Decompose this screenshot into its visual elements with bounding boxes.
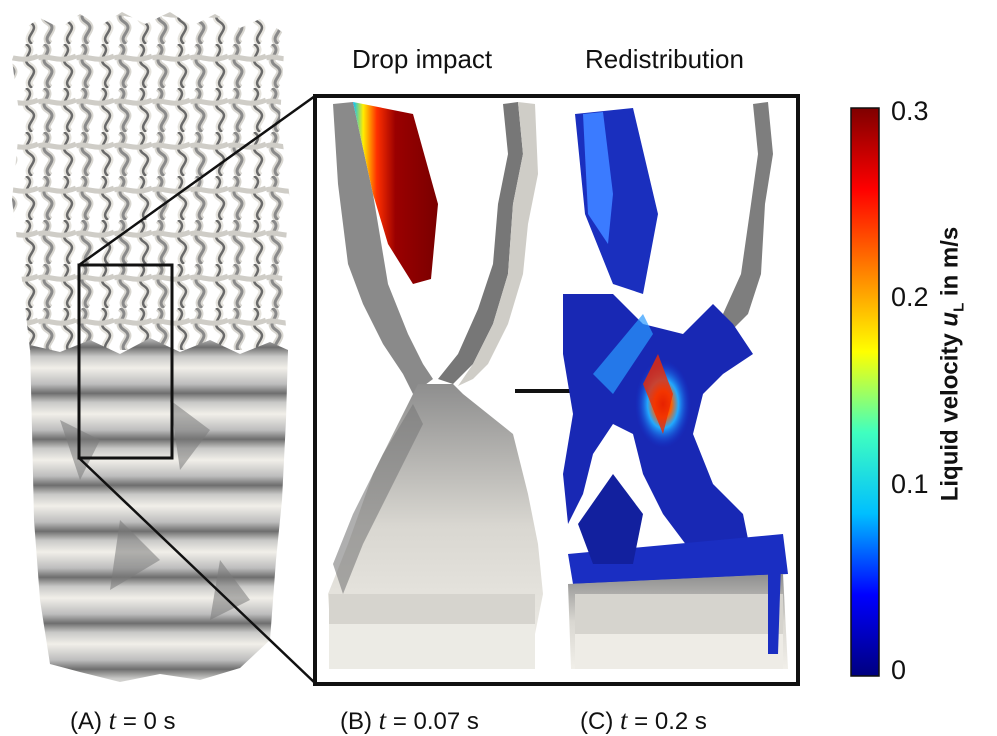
- panel-title-drop-impact: Drop impact: [352, 44, 493, 74]
- caption-a-prefix: (A): [70, 708, 102, 735]
- panel-title-redistribution: Redistribution: [585, 44, 744, 74]
- colorbar-label-sub: L: [950, 302, 968, 312]
- colorbar-label: Liquid velocity uL in m/s: [937, 227, 968, 502]
- caption-a-rest: = 0 s: [116, 708, 176, 735]
- colorbar-tick-0-2: 0.2: [891, 282, 929, 312]
- panel-c-geometry: [563, 102, 788, 669]
- caption-b-rest: = 0.07 s: [386, 708, 479, 735]
- caption-b-prefix: (B): [340, 708, 372, 735]
- colorbar-tick-0-3: 0.3: [891, 96, 929, 126]
- colorbar-tick-0-1: 0.1: [891, 469, 929, 499]
- caption-c-var: t: [620, 705, 628, 735]
- caption-c-prefix: (C): [580, 708, 614, 735]
- colorbar-label-prefix: Liquid velocity: [936, 326, 964, 502]
- caption-c: (C) t = 0.2 s: [580, 705, 707, 736]
- colorbar-label-suffix: in m/s: [936, 226, 964, 303]
- caption-b: (B) t = 0.07 s: [340, 705, 479, 736]
- caption-b-var: t: [378, 705, 387, 735]
- caption-c-rest: = 0.2 s: [627, 708, 707, 735]
- zoom-frame: [313, 94, 800, 686]
- colorbar-tick-0: 0: [891, 655, 907, 685]
- panel-b-geometry: [328, 102, 543, 669]
- colorbar: [850, 107, 880, 677]
- caption-a: (A) t = 0 s: [70, 705, 176, 736]
- colorbar-label-var: u: [936, 311, 964, 327]
- zoom-box: [77, 263, 174, 460]
- caption-a-var: t: [108, 705, 117, 735]
